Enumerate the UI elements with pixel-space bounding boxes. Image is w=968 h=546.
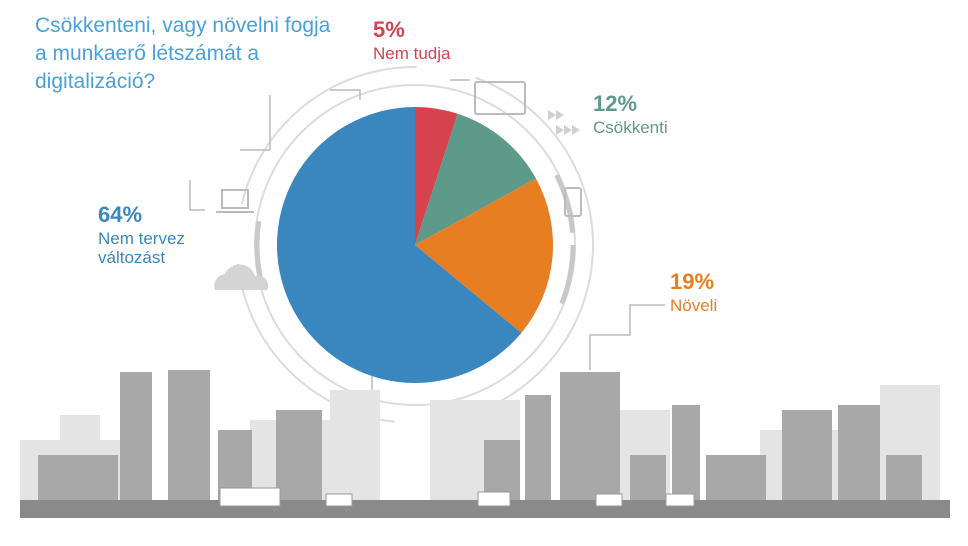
value-label: 5% bbox=[373, 17, 405, 42]
category-label: Növeli bbox=[670, 296, 718, 315]
decor-rings bbox=[236, 66, 594, 424]
value-label: 12% bbox=[593, 91, 638, 116]
pie-slice bbox=[415, 107, 458, 245]
value-label: 64% bbox=[98, 202, 143, 227]
pie-slice bbox=[415, 113, 536, 245]
category-label: Nem tudja bbox=[373, 44, 451, 63]
decor-devices bbox=[216, 81, 582, 217]
decor-city bbox=[20, 370, 950, 518]
category-label: Csökkenti bbox=[593, 118, 668, 137]
pie-slice bbox=[277, 107, 522, 383]
pie-slice bbox=[415, 178, 553, 333]
value-label: 19% bbox=[670, 269, 715, 294]
category-label: Nem tervez változást bbox=[98, 229, 185, 267]
decor-arrows bbox=[548, 110, 580, 135]
chart-title: Csökkenteni, vagy növelni fogja a munkae… bbox=[35, 14, 331, 93]
pie bbox=[277, 107, 553, 383]
decor-cloud bbox=[214, 264, 269, 290]
